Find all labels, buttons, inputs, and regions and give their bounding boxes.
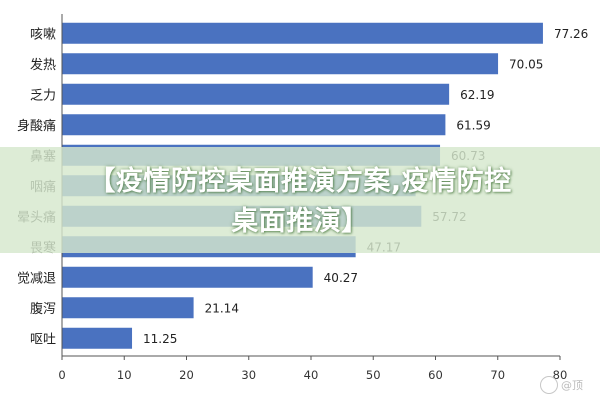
title-banner bbox=[0, 147, 600, 253]
data-label: 62.19 bbox=[460, 88, 494, 102]
x-tick-label: 40 bbox=[304, 368, 319, 382]
watermark-logo-icon bbox=[540, 376, 558, 394]
x-tick-label: 80 bbox=[553, 368, 568, 382]
data-label: 21.14 bbox=[205, 301, 239, 315]
category-label: 身酸痛 bbox=[17, 118, 56, 134]
bar bbox=[62, 327, 133, 349]
banner-title: 【疫情防控桌面推演方案,疫情防控 桌面推演】 bbox=[0, 162, 600, 242]
x-tick-label: 20 bbox=[179, 368, 194, 382]
bar bbox=[62, 53, 499, 75]
banner-line-2: 桌面推演】 bbox=[231, 206, 369, 237]
x-tick-label: 10 bbox=[117, 368, 132, 382]
category-label: 乏力 bbox=[30, 88, 56, 103]
x-tick-label: 30 bbox=[241, 368, 256, 382]
category-label: 发热 bbox=[30, 57, 56, 73]
bar bbox=[62, 297, 194, 319]
category-label: 觉减退 bbox=[17, 271, 56, 286]
data-label: 40.27 bbox=[324, 271, 358, 285]
x-tick-label: 0 bbox=[58, 368, 65, 382]
bar bbox=[62, 22, 543, 44]
data-label: 11.25 bbox=[143, 332, 177, 346]
data-label: 61.59 bbox=[456, 118, 490, 132]
bar bbox=[62, 114, 446, 136]
watermark: @顶 bbox=[540, 374, 598, 396]
x-tick-label: 50 bbox=[366, 368, 381, 382]
x-tick-label: 60 bbox=[428, 368, 443, 382]
bar bbox=[62, 266, 313, 288]
category-label: 咳嗽 bbox=[30, 27, 56, 42]
banner-line-1: 【疫情防控桌面推演方案,疫情防控 bbox=[88, 166, 512, 197]
category-label: 呕吐 bbox=[30, 332, 56, 347]
x-tick-label: 70 bbox=[490, 368, 505, 382]
bar bbox=[62, 83, 450, 105]
data-label: 77.26 bbox=[554, 27, 588, 41]
data-label: 70.05 bbox=[509, 57, 543, 71]
category-label: 腹泻 bbox=[30, 301, 56, 317]
watermark-text: @顶 bbox=[561, 379, 583, 392]
